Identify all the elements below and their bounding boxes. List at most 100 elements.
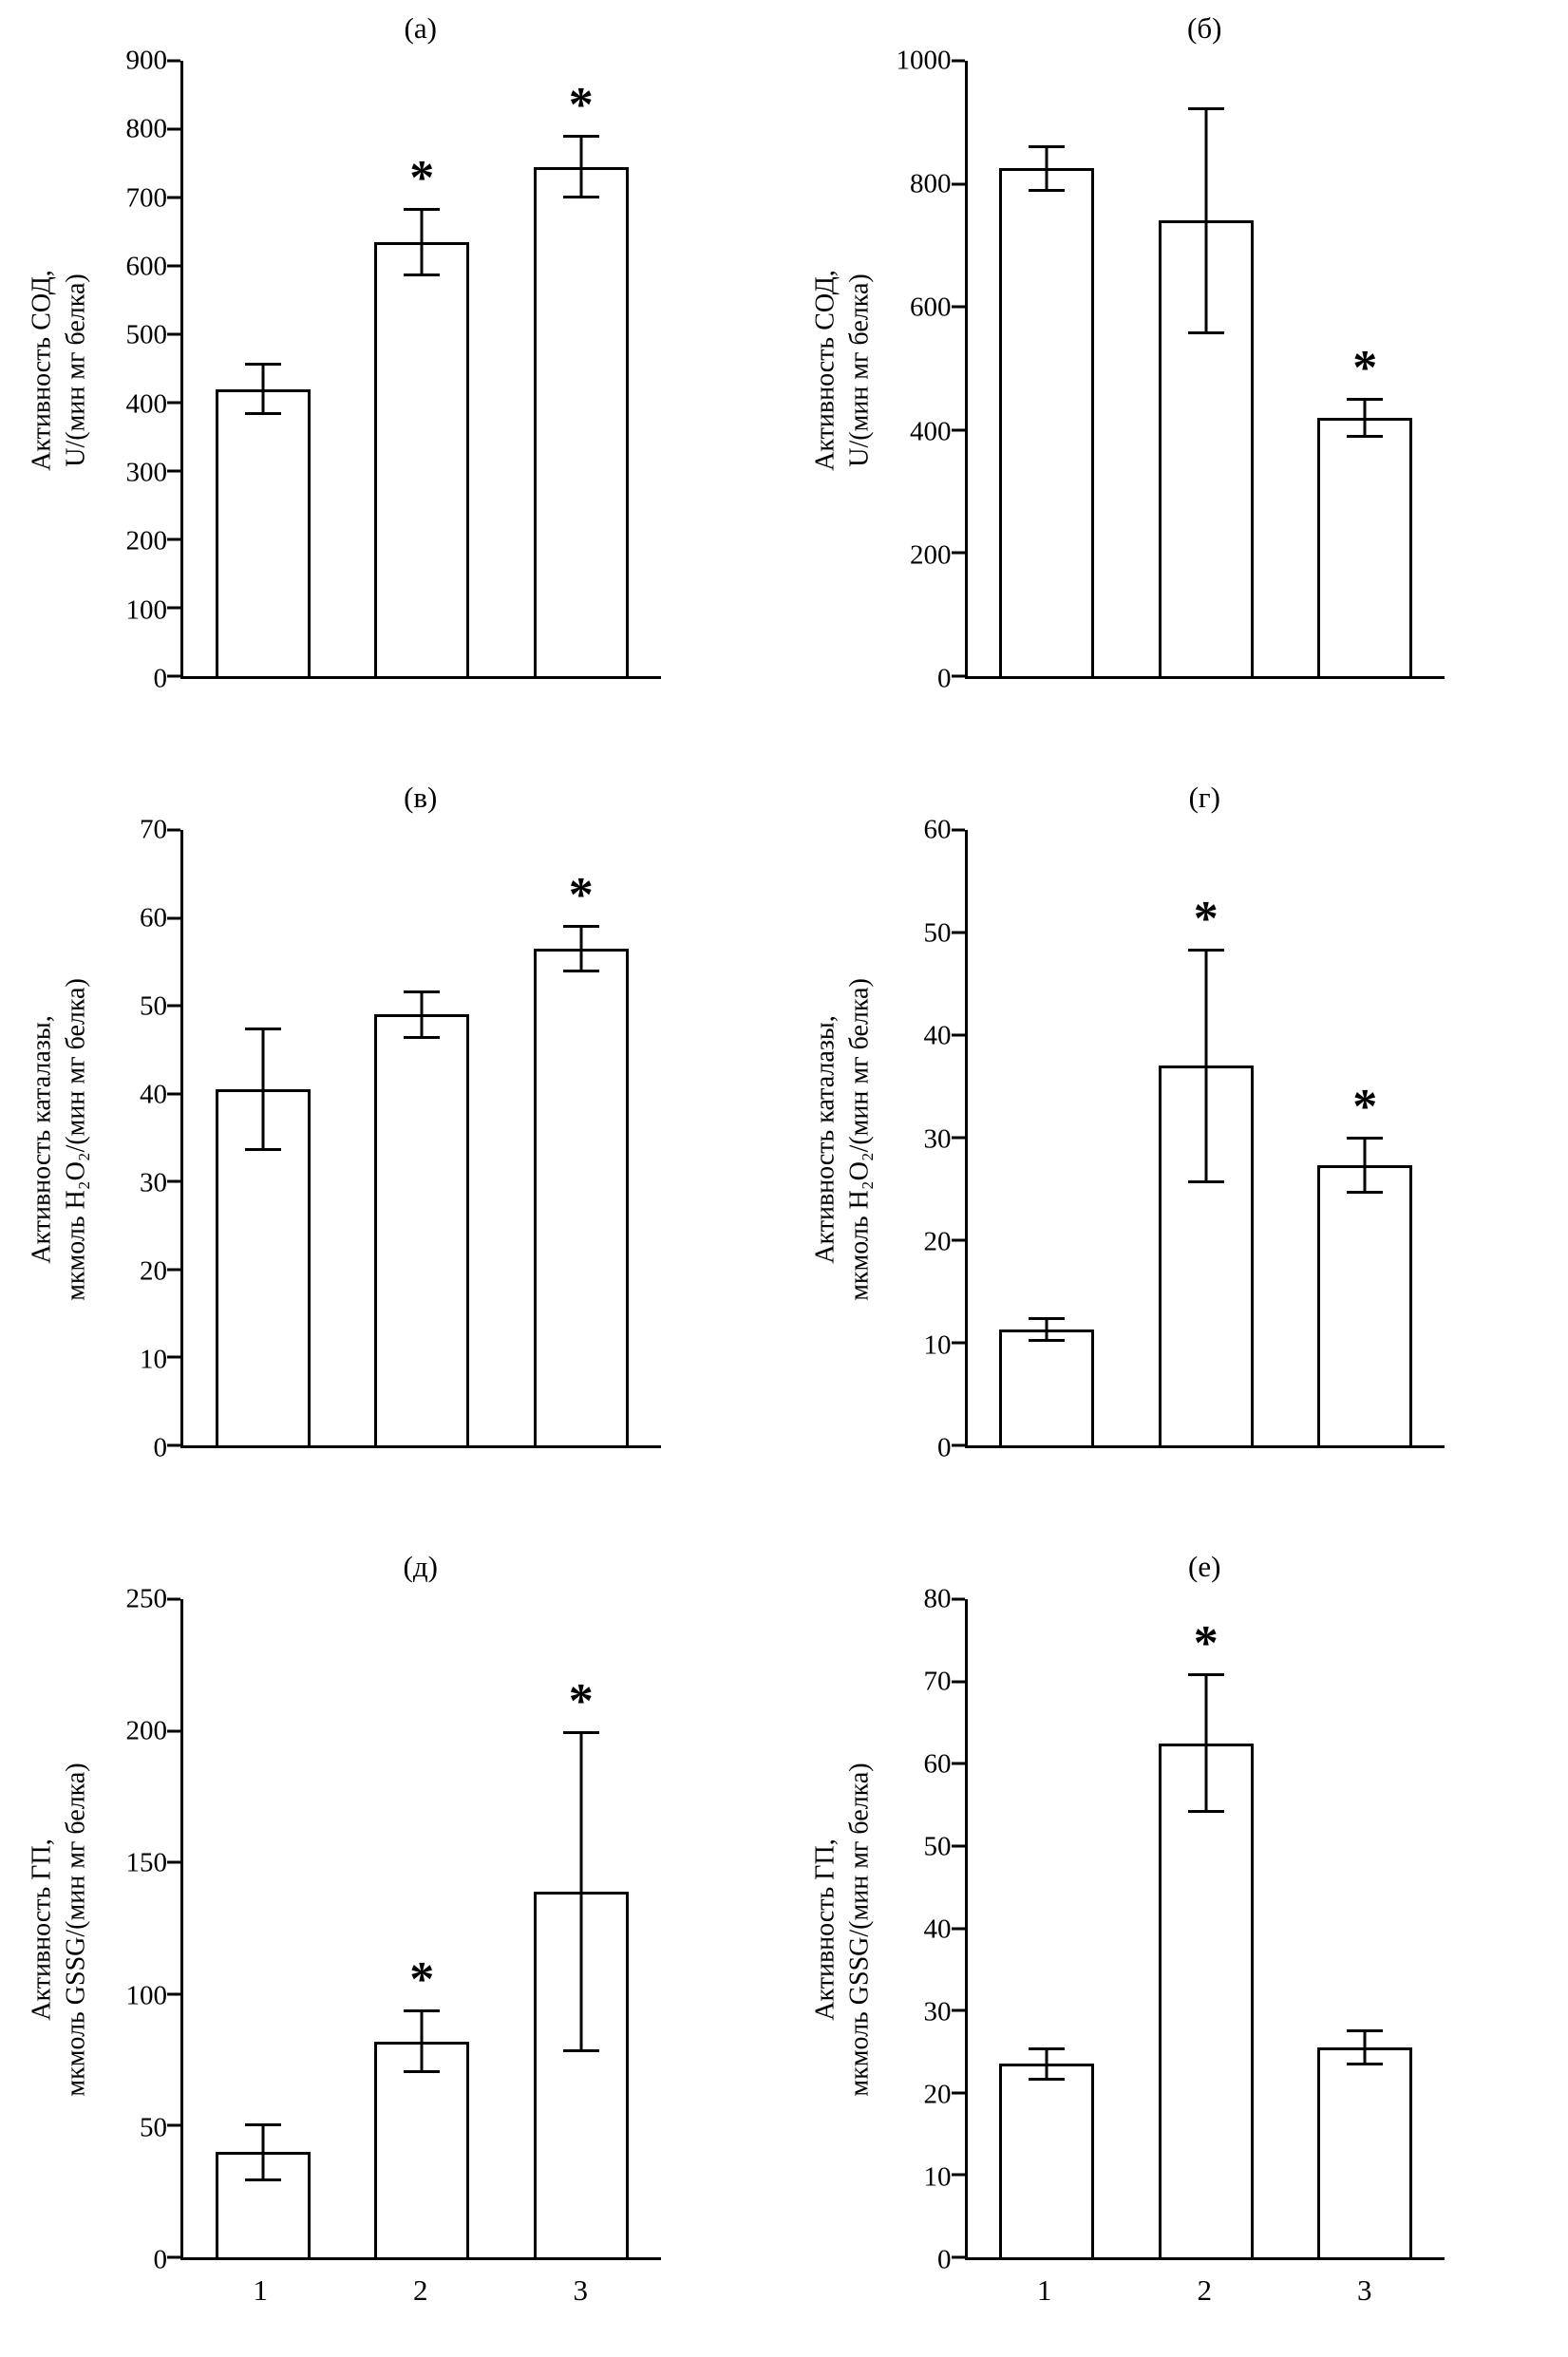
y-tick-label: 500	[125, 319, 168, 350]
bar-group-3	[1317, 1599, 1413, 2257]
error-bar	[562, 134, 599, 199]
bar-group-2: *	[374, 61, 470, 676]
y-tick-mark	[951, 1762, 965, 1765]
y-axis-title-line1: Активность каталазы,	[27, 1014, 57, 1264]
plot-area: *	[951, 1597, 1445, 2260]
bar	[533, 166, 629, 676]
y-tick-label: 10	[923, 1329, 952, 1360]
bar-group-1	[999, 61, 1095, 676]
y-tick-label: 60	[140, 902, 167, 933]
y-tick-mark	[951, 674, 965, 678]
panel-b: (б) Активность СОД, U/(мин мг белка) 0 20…	[784, 0, 1568, 769]
bar	[215, 388, 311, 676]
significance-asterisk: *	[568, 1673, 594, 1728]
y-tick-label: 600	[910, 292, 952, 323]
bar	[1317, 417, 1413, 676]
y-tick-label: 150	[125, 1847, 168, 1878]
bar	[999, 1329, 1095, 1445]
y-tick-mark	[167, 674, 180, 678]
plot-area: * *	[167, 59, 661, 679]
y-tick-label: 250	[125, 1583, 168, 1614]
error-bar	[244, 363, 281, 415]
y-tick-mark	[167, 1268, 180, 1272]
y-axis-title-line2: U/(мин мг белка)	[845, 273, 875, 467]
y-tick-label: 0	[153, 663, 168, 694]
y-tick-mark	[167, 1092, 180, 1096]
error-bar	[1187, 949, 1224, 1183]
bar	[1158, 1743, 1254, 2257]
y-tick-mark	[167, 196, 180, 199]
bar-group-3: *	[533, 1599, 629, 2257]
y-tick-label: 50	[140, 2112, 167, 2143]
y-tick-mark	[167, 2255, 180, 2259]
y-tick-mark	[951, 1597, 965, 1601]
y-tick-mark	[167, 59, 180, 63]
y-axis-title-line1: Активность ГП,	[27, 1838, 57, 2021]
panel-d: (д) Активность ГП, мкмоль GSSG/(мин мг б…	[0, 1538, 784, 2357]
y-tick-mark	[951, 1680, 965, 1684]
x-tick-label: 3	[573, 2273, 589, 2307]
y-tick-mark	[167, 127, 180, 131]
y-tick-label: 300	[125, 457, 168, 488]
error-bar	[562, 1730, 599, 2052]
y-tick-label: 40	[923, 1020, 952, 1051]
panel-a: (а) Активность СОД, U/(мин мг белка) 0 10…	[0, 0, 784, 769]
bar-group-2: *	[1158, 830, 1254, 1445]
y-tick-mark	[951, 2091, 965, 2095]
y-tick-label: 600	[125, 251, 168, 282]
error-bar	[244, 2122, 281, 2181]
y-tick-mark	[167, 469, 180, 473]
significance-asterisk: *	[1193, 892, 1219, 947]
bar-group-3: *	[1317, 61, 1413, 676]
panel-title: (б)	[1187, 11, 1222, 45]
y-tick-label: 80	[923, 1583, 952, 1614]
bar	[999, 2064, 1095, 2257]
bar	[215, 1089, 311, 1445]
y-tick-mark	[951, 2173, 965, 2177]
y-tick-label: 50	[923, 917, 952, 948]
panel-title: (в)	[404, 781, 438, 814]
y-tick-labels: 0 10 20 30 40 50 60 70 80	[889, 1585, 965, 2273]
y-axis-title: Активность ГП, мкмоль GSSG/(мин мг белка…	[799, 1599, 889, 2260]
y-tick-mark	[951, 1927, 965, 1930]
y-tick-label: 400	[910, 416, 952, 447]
y-axis-title-line2: U/(мин мг белка)	[61, 273, 91, 467]
y-tick-label: 800	[125, 113, 168, 144]
y-tick-labels: 0 200 400 600 800 1000	[889, 47, 965, 692]
error-bar	[404, 990, 441, 1040]
y-tick-mark	[167, 264, 180, 268]
y-axis-title: Активность каталазы, мкмоль H₂O₂/(мин мг…	[14, 830, 104, 1448]
error-bar	[1187, 1672, 1224, 1814]
bar-group-2: *	[1158, 1599, 1254, 2257]
bar	[374, 1014, 470, 1445]
y-tick-mark	[951, 2255, 965, 2259]
y-tick-mark	[167, 1992, 180, 1996]
bar	[999, 168, 1095, 676]
y-axis-title-line1: Активность ГП,	[810, 1838, 841, 2021]
bar-group-3: *	[533, 61, 629, 676]
y-tick-label: 30	[923, 1123, 952, 1154]
plot-area: * *	[951, 828, 1445, 1448]
y-tick-label: 30	[923, 1996, 952, 2027]
bar-group-1	[215, 830, 311, 1445]
x-tick-label: 1	[1037, 2273, 1052, 2307]
y-axis-title-line2: мкмоль GSSG/(мин мг белка)	[845, 1763, 875, 2097]
y-tick-mark	[951, 182, 965, 186]
y-tick-mark	[167, 401, 180, 405]
y-tick-mark	[951, 305, 965, 309]
error-bar	[1029, 2047, 1066, 2081]
y-tick-label: 100	[125, 1980, 168, 2011]
y-tick-mark	[951, 1844, 965, 1848]
error-bar	[1029, 1317, 1066, 1342]
y-tick-labels: 0 10 20 30 40 50 60	[889, 816, 965, 1461]
y-tick-mark	[951, 59, 965, 63]
significance-asterisk: *	[1352, 1079, 1378, 1134]
y-tick-mark	[951, 428, 965, 432]
y-tick-mark	[167, 606, 180, 610]
bar	[1317, 2047, 1413, 2257]
x-tick-label: 2	[1197, 2273, 1213, 2307]
bar-group-2	[374, 830, 470, 1445]
y-tick-label: 50	[923, 1831, 952, 1862]
y-tick-label: 0	[937, 663, 952, 694]
